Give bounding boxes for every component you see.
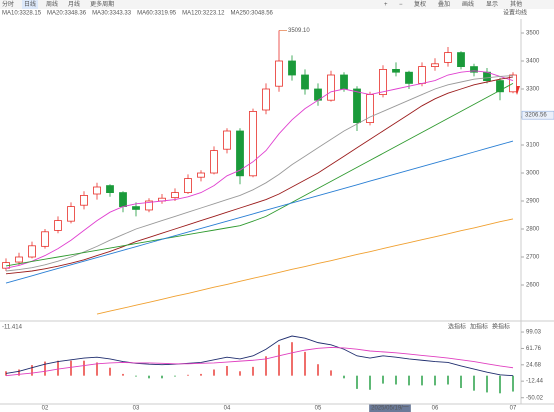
y-tick-label: 2600 [526, 283, 540, 289]
x-tick-label: 04 [224, 406, 231, 412]
candle-body [392, 69, 400, 73]
candle-body [457, 52, 465, 67]
tool-tab[interactable]: 复权 [414, 0, 426, 8]
candle-body [275, 60, 283, 87]
candle-body [353, 88, 361, 123]
price-label: 3206.56 [525, 113, 547, 119]
y-tick-label: 3300 [526, 87, 540, 93]
candle-body [236, 130, 244, 177]
y-tick-label: 3500 [526, 31, 540, 37]
ma-line [96, 218, 514, 315]
cursor-date: 2025/05/19/一 [371, 406, 409, 412]
macd-title: -11.414 [2, 325, 23, 331]
legend-entry: MA20:3348.36 [47, 11, 87, 17]
candle-body [249, 111, 257, 177]
y-tick-label: 61.76 [526, 346, 542, 352]
cursor-date-box [369, 404, 411, 412]
y-tick-label: -50.02 [526, 395, 544, 401]
candle-body [67, 206, 75, 222]
candle-body [496, 80, 504, 93]
candle-body [80, 194, 88, 206]
tool-tab[interactable]: 画线 [462, 0, 474, 8]
candle-body [470, 66, 478, 73]
dea-line [5, 347, 514, 377]
candle-body [132, 206, 140, 210]
legend-entry: MA120:3223.12 [182, 11, 225, 17]
legend-entry: MA10:3328.15 [2, 11, 42, 17]
candle-body [405, 71, 413, 84]
candle-body [197, 172, 205, 178]
candle-body [301, 74, 309, 90]
candle-body [210, 150, 218, 174]
tool-tab[interactable]: 叠加 [438, 0, 450, 8]
zoom-out[interactable]: − [399, 2, 403, 8]
y-tick-label: 2900 [526, 199, 540, 205]
period-tab[interactable]: 周线 [46, 0, 58, 8]
y-tick-label: 2800 [526, 227, 540, 233]
ma-line [5, 70, 514, 269]
y-tick-label: 3000 [526, 171, 540, 177]
candle-body [106, 185, 114, 194]
settings-button[interactable]: 设置均线 [503, 9, 527, 17]
indicator-button[interactable]: 加指标 [470, 323, 488, 331]
candle-body [184, 178, 192, 194]
y-tick-label: 24.68 [526, 362, 542, 368]
x-tick-label: 05 [315, 406, 322, 412]
y-tick-label: 2700 [526, 255, 540, 261]
period-tab[interactable]: 日线 [24, 0, 36, 8]
candle-body [288, 60, 296, 76]
period-tab[interactable]: 月线 [68, 0, 80, 8]
candle-body [262, 88, 270, 111]
candle-body [93, 186, 101, 195]
ma-line [5, 76, 514, 275]
x-tick-label: 07 [510, 406, 517, 412]
candle-body [340, 74, 348, 90]
y-tick-label: 99.03 [526, 330, 542, 336]
candle-body [54, 220, 62, 231]
legend-entry: MA250:3048.56 [231, 11, 274, 17]
ma-line [5, 75, 514, 272]
y-tick-label: 3100 [526, 143, 540, 149]
y-tick-label: 3400 [526, 59, 540, 65]
period-tab[interactable]: 分时 [2, 0, 14, 8]
candle-body [15, 256, 23, 263]
y-tick-label: -12.44 [526, 379, 544, 385]
x-tick-label: 02 [42, 406, 49, 412]
indicator-button[interactable]: 选指标 [448, 323, 466, 331]
ma-line [5, 83, 514, 267]
candle-body [431, 63, 439, 67]
tool-tab[interactable]: 其他 [510, 0, 522, 8]
toolbar-bg [0, 0, 554, 9]
active-tab [22, 0, 39, 9]
legend-entry: MA60:3319.95 [137, 11, 177, 17]
candle-body [327, 74, 335, 101]
legend-entry: MA30:3343.33 [92, 11, 132, 17]
candle-body [444, 52, 452, 63]
candle-body [119, 192, 127, 208]
price-label-box [521, 110, 554, 120]
x-tick-label: 06 [432, 406, 439, 412]
tool-tab[interactable]: 显示 [486, 1, 498, 8]
candle-body [418, 66, 426, 84]
dif-line [5, 335, 514, 377]
high-label: 3509.10 [288, 28, 310, 34]
ma-line [5, 140, 514, 284]
indicator-button[interactable]: 换指标 [492, 323, 510, 331]
zoom-in[interactable]: + [384, 2, 388, 8]
x-tick-label: 03 [133, 406, 140, 412]
candle-body [171, 192, 179, 199]
period-tab[interactable]: 更多周期 [90, 0, 114, 8]
candle-body [379, 69, 387, 96]
candle-body [145, 200, 153, 211]
candle-body [28, 245, 36, 258]
candle-body [223, 130, 231, 150]
candle-body [41, 231, 49, 247]
